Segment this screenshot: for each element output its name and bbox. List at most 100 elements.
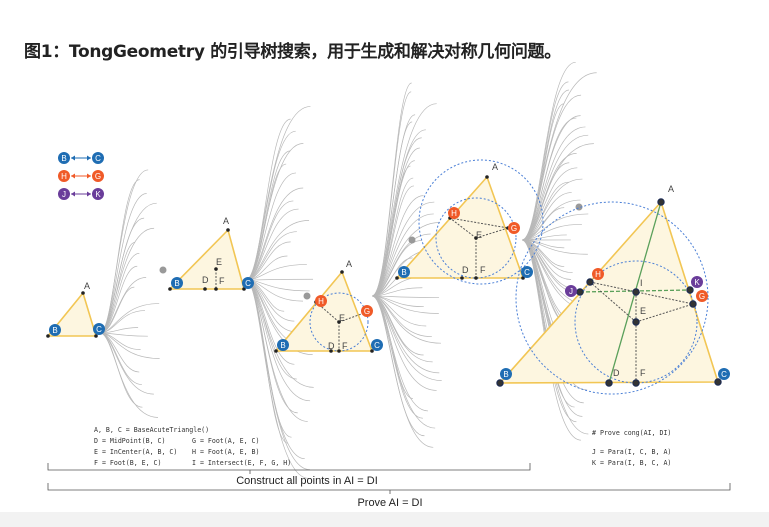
- point-label: E: [216, 257, 222, 267]
- point-label: D: [613, 368, 620, 378]
- point-badge: [371, 339, 383, 351]
- point-badge: [315, 295, 327, 307]
- legend-badge: [92, 152, 104, 164]
- tree-branch: [99, 332, 160, 359]
- legend: B CH GJ K: [58, 152, 104, 200]
- legend-badge: [58, 188, 70, 200]
- point-label: E: [640, 306, 646, 316]
- code-line: E = InCenter(A, B, C): [94, 448, 177, 456]
- tree-branch: [245, 200, 294, 281]
- tree-branch: [245, 278, 314, 281]
- dashed-segment: [589, 281, 637, 323]
- tree-branch: [371, 195, 424, 297]
- point-label: C: [245, 279, 251, 288]
- point-badge: [93, 323, 105, 335]
- tree-branch: [245, 187, 304, 281]
- tree-branch: [371, 295, 436, 429]
- legend-label: C: [95, 154, 101, 163]
- point-label: D: [328, 341, 335, 351]
- geometry-stage: A B C DEF: [168, 216, 254, 291]
- triangle: [274, 270, 374, 352]
- point-e: [214, 267, 218, 271]
- arrowhead-icon: [71, 191, 91, 197]
- tree-branch: [371, 222, 440, 297]
- tree-branch: [371, 213, 434, 297]
- tree-branch: [245, 279, 305, 460]
- tree-branch: [521, 103, 565, 241]
- point-label: G: [699, 292, 705, 301]
- code-line: A, B, C = BaseAcuteTriangle(): [94, 426, 209, 434]
- tree-branch: [245, 130, 296, 281]
- search-tree: [99, 169, 167, 418]
- point-f: [632, 379, 640, 387]
- point-label: F: [640, 368, 646, 378]
- point-label: B: [174, 279, 179, 288]
- point-badge: [718, 368, 730, 380]
- point-b: [274, 349, 278, 353]
- point-a: [657, 198, 665, 206]
- point-e: [632, 318, 640, 326]
- legend-label: G: [95, 172, 101, 181]
- dashed-segment: [449, 217, 477, 239]
- point-label: A: [223, 216, 229, 226]
- legend-label: J: [62, 190, 66, 199]
- tree-branch: [245, 279, 309, 479]
- search-tree: [371, 82, 442, 448]
- point-label: C: [721, 370, 727, 379]
- tree-branch: [521, 167, 578, 241]
- figure-title: 图1：TongGeometry 的引导树搜索，用于生成和解决对称几何问题。: [24, 42, 561, 62]
- code-line: # Prove cong(AI, DI): [592, 429, 671, 437]
- code-line: G = Foot(A, E, C): [192, 437, 260, 445]
- point-badge: [500, 368, 512, 380]
- point-g: [689, 300, 697, 308]
- point-badge: [565, 285, 577, 297]
- point-label: F: [480, 265, 486, 275]
- tree-branch: [371, 257, 413, 297]
- tree-branch: [99, 332, 159, 418]
- prove-bracket: Prove AI = DI: [47, 483, 731, 509]
- point-d: [203, 287, 207, 291]
- tree-branch: [521, 117, 577, 241]
- point-label: B: [52, 326, 57, 335]
- geometry-stage: A B C D E F G H: [395, 159, 544, 285]
- point-label: D: [462, 265, 469, 275]
- triangle: [168, 228, 246, 290]
- legend-badge: [92, 188, 104, 200]
- point-e: [474, 236, 478, 240]
- tree-branch: [371, 147, 420, 297]
- code-line: D = MidPoint(B, C): [94, 437, 165, 445]
- point-badge: [691, 276, 703, 288]
- point-label: B: [401, 268, 406, 277]
- arrowhead-icon: [71, 155, 91, 161]
- point-label: C: [524, 268, 530, 277]
- point-label: A: [84, 281, 90, 291]
- code-line: F = Foot(B, E, C): [94, 459, 162, 467]
- point-badge: [242, 277, 254, 289]
- tree-branch: [99, 242, 136, 334]
- point-label: A: [492, 162, 498, 172]
- legend-label: B: [61, 154, 66, 163]
- point-label: I: [640, 278, 643, 288]
- geometry-stage: A B C D E F G H: [274, 259, 383, 353]
- tree-branch: [371, 185, 415, 297]
- tree-branch: [245, 172, 297, 281]
- point-label: J: [569, 287, 573, 296]
- dotted-circle: [515, 201, 709, 395]
- point-a: [485, 175, 489, 179]
- point-label: B: [503, 370, 508, 379]
- point-a: [81, 291, 85, 295]
- tree-branch: [521, 115, 581, 241]
- tree-branch: [245, 150, 291, 281]
- point-badge: [521, 266, 533, 278]
- tree-branch: [521, 153, 577, 241]
- point-label: F: [342, 341, 348, 351]
- dashed-segment: [589, 281, 694, 305]
- tree-branch: [245, 163, 287, 281]
- tree-node: [159, 266, 167, 274]
- point-b: [168, 287, 172, 291]
- construct-code: A, B, C = BaseAcuteTriangle() D = MidPoi…: [94, 426, 291, 467]
- tree-branch: [521, 126, 586, 241]
